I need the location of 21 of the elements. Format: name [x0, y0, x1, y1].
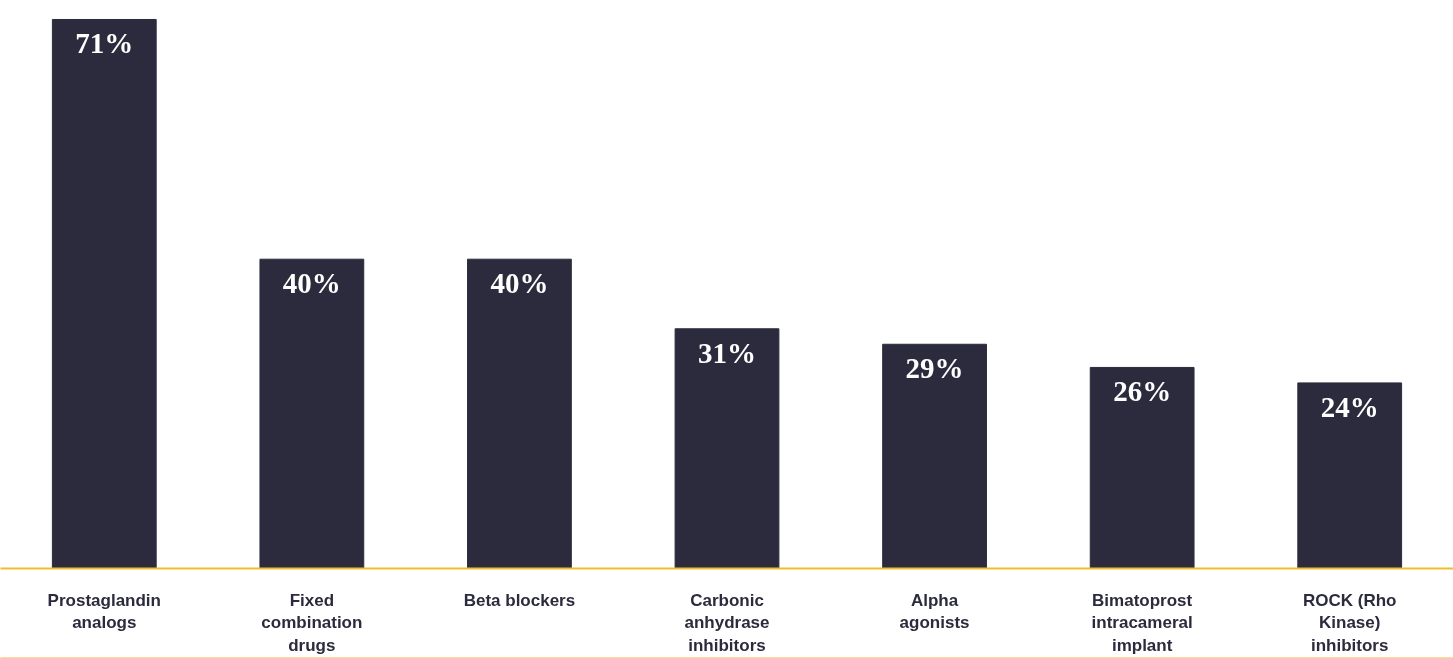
x-tick-label: Fixed combination drugs [261, 590, 363, 656]
x-tick-label: Carbonic anhydrase inhibitors [684, 590, 770, 656]
x-tick-label: Prostaglandin analogs [47, 590, 161, 633]
bar [259, 258, 365, 569]
data-label: 24% [1320, 390, 1379, 423]
x-tick-label: ROCK (Rho Kinase) inhibitors [1302, 590, 1397, 656]
data-label: 71% [75, 27, 134, 60]
bar [467, 258, 572, 569]
bar [882, 343, 987, 569]
x-tick-label: Alpha agonists [899, 590, 970, 633]
bar [1297, 382, 1403, 569]
data-label: 31% [698, 336, 756, 369]
data-label: 40% [490, 267, 549, 300]
bar [674, 328, 780, 569]
data-label: 26% [1113, 375, 1172, 408]
data-label: 29% [905, 352, 964, 385]
x-tick-label: Beta blockers [463, 590, 576, 610]
bar [1089, 366, 1195, 569]
data-label: 40% [282, 267, 341, 300]
bar [51, 18, 157, 569]
x-tick-label: Bimatoprost intracameral implant [1091, 590, 1193, 656]
